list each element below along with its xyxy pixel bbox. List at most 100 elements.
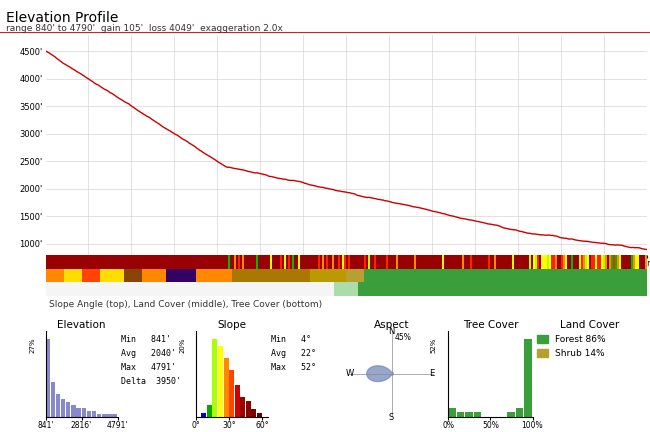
- Bar: [465, 412, 473, 416]
- Bar: [88, 255, 90, 269]
- Bar: [519, 255, 521, 269]
- Bar: [613, 255, 615, 269]
- Bar: [384, 255, 386, 269]
- Bar: [192, 255, 194, 269]
- Bar: [101, 255, 103, 269]
- Bar: [621, 255, 623, 269]
- Bar: [46, 255, 47, 269]
- Bar: [77, 255, 79, 269]
- Bar: [392, 255, 395, 269]
- Bar: [250, 255, 252, 269]
- Bar: [426, 255, 428, 269]
- Bar: [114, 255, 116, 269]
- Bar: [218, 255, 220, 269]
- Bar: [72, 255, 73, 269]
- Bar: [334, 283, 358, 296]
- Bar: [534, 255, 536, 269]
- Bar: [298, 255, 300, 269]
- Bar: [499, 255, 500, 269]
- Bar: [469, 255, 471, 269]
- Bar: [73, 255, 75, 269]
- Bar: [235, 385, 240, 416]
- Bar: [491, 255, 493, 269]
- Bar: [124, 269, 142, 283]
- Bar: [615, 255, 617, 269]
- Bar: [256, 255, 258, 269]
- Bar: [480, 255, 482, 269]
- Bar: [493, 255, 495, 269]
- Bar: [314, 255, 316, 269]
- Bar: [434, 255, 436, 269]
- Bar: [541, 255, 543, 269]
- Bar: [578, 255, 580, 269]
- Bar: [120, 255, 122, 269]
- Bar: [246, 255, 248, 269]
- Bar: [422, 255, 424, 269]
- Bar: [504, 255, 506, 269]
- Bar: [334, 255, 336, 269]
- Bar: [639, 255, 641, 269]
- Bar: [53, 255, 55, 269]
- Bar: [573, 255, 575, 269]
- Bar: [310, 255, 312, 269]
- Bar: [107, 414, 112, 416]
- Bar: [124, 255, 125, 269]
- Bar: [66, 402, 70, 416]
- Bar: [320, 255, 322, 269]
- Bar: [270, 255, 272, 269]
- Bar: [414, 255, 416, 269]
- Bar: [160, 255, 162, 269]
- Bar: [641, 255, 643, 269]
- Bar: [296, 255, 298, 269]
- Bar: [68, 255, 70, 269]
- Bar: [471, 255, 473, 269]
- Bar: [310, 269, 346, 283]
- Bar: [322, 255, 324, 269]
- Bar: [324, 255, 326, 269]
- Bar: [565, 255, 567, 269]
- Bar: [424, 255, 426, 269]
- Bar: [166, 269, 196, 283]
- Bar: [362, 255, 364, 269]
- Bar: [500, 255, 502, 269]
- Bar: [224, 255, 226, 269]
- Text: E: E: [430, 369, 435, 378]
- Bar: [478, 255, 480, 269]
- Bar: [252, 255, 254, 269]
- Bar: [47, 255, 49, 269]
- Bar: [66, 255, 68, 269]
- Bar: [136, 255, 138, 269]
- Bar: [182, 255, 184, 269]
- Bar: [110, 255, 112, 269]
- Bar: [380, 255, 382, 269]
- Bar: [178, 255, 180, 269]
- Bar: [224, 358, 229, 416]
- Bar: [288, 255, 290, 269]
- Bar: [629, 255, 630, 269]
- Bar: [577, 255, 578, 269]
- Title: Slope: Slope: [217, 320, 246, 330]
- Bar: [432, 255, 434, 269]
- Bar: [94, 255, 96, 269]
- Text: 20%: 20%: [180, 337, 186, 353]
- Bar: [244, 255, 246, 269]
- Bar: [627, 255, 629, 269]
- Bar: [495, 255, 497, 269]
- Bar: [286, 255, 288, 269]
- Bar: [563, 255, 565, 269]
- Bar: [264, 255, 266, 269]
- Bar: [582, 255, 584, 269]
- Bar: [99, 255, 101, 269]
- Bar: [364, 269, 647, 283]
- Bar: [378, 255, 380, 269]
- Bar: [462, 255, 464, 269]
- Bar: [236, 255, 238, 269]
- Text: N: N: [388, 327, 395, 336]
- Bar: [240, 255, 242, 269]
- Bar: [268, 255, 270, 269]
- Bar: [252, 409, 256, 416]
- Title: Aspect: Aspect: [374, 320, 410, 330]
- Bar: [448, 408, 456, 416]
- Bar: [584, 255, 587, 269]
- Bar: [372, 255, 374, 269]
